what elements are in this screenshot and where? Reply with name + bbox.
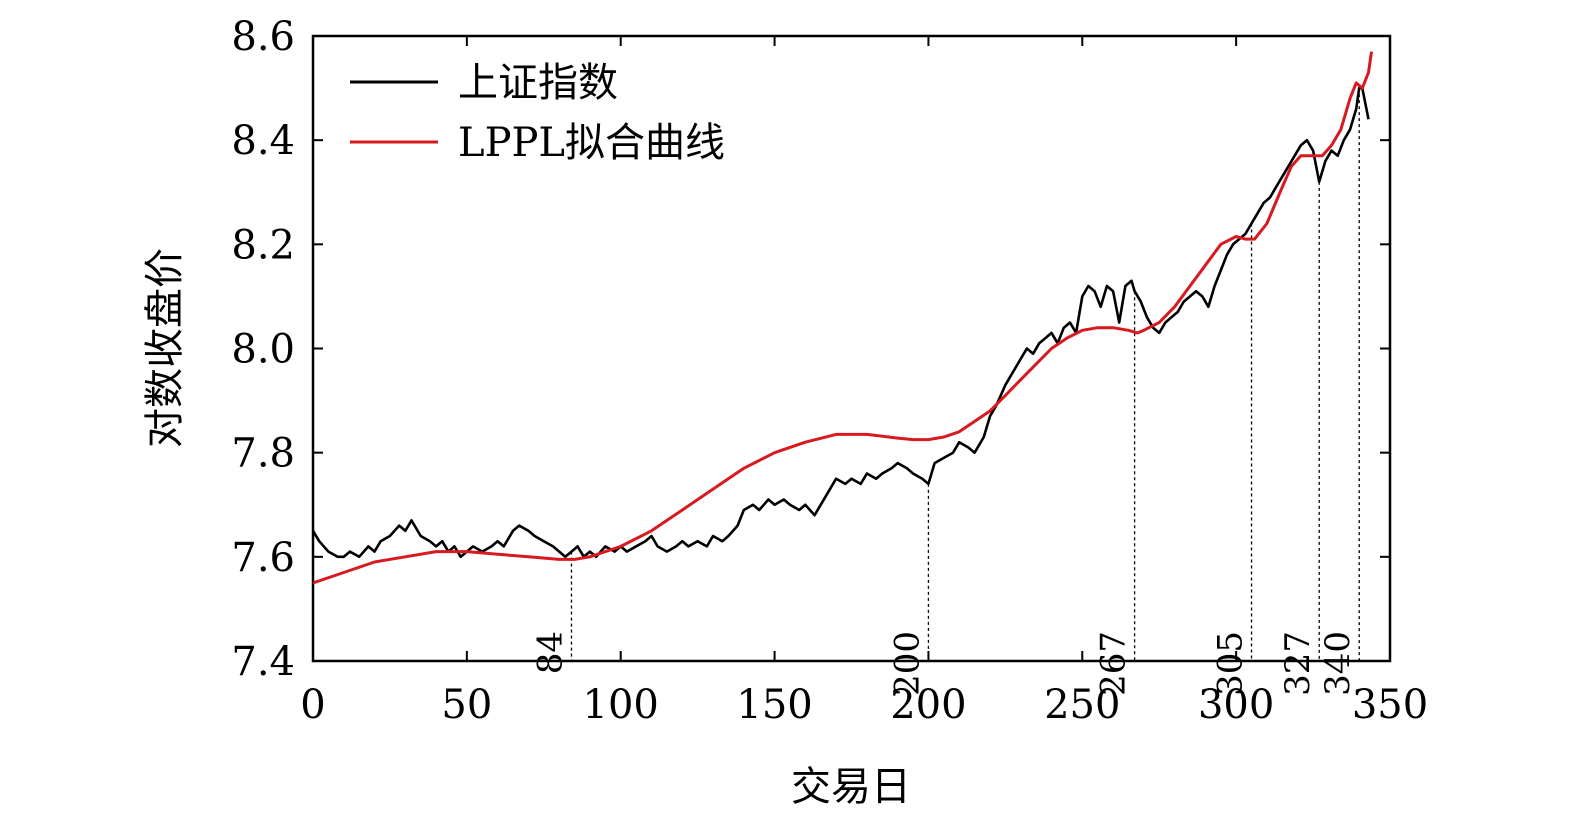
y-tick-label: 7.8 xyxy=(231,431,295,477)
y-tick-label: 7.6 xyxy=(231,535,295,581)
x-tick-label: 50 xyxy=(441,682,492,728)
y-tick-label: 8.2 xyxy=(231,222,295,268)
x-tick-label: 200 xyxy=(890,682,966,728)
x-axis-title: 交易日 xyxy=(791,764,911,810)
y-tick-label: 8.0 xyxy=(231,327,295,373)
marker-label: 200 xyxy=(887,631,927,696)
axis-ticks: 0 50 100 150 200 250 300 350 7.4 7.6 7.8 8.0 8.2 8.4 8… xyxy=(231,14,1428,728)
marker-label: 327 xyxy=(1278,631,1318,696)
x-tick-label: 350 xyxy=(1352,682,1428,728)
y-tick-label: 8.6 xyxy=(231,14,295,60)
legend-label: LPPL拟合曲线 xyxy=(458,120,725,166)
x-tick-label: 300 xyxy=(1198,682,1274,728)
x-tick-label: 0 xyxy=(300,682,325,728)
legend: 上证指数 LPPL拟合曲线 xyxy=(350,60,725,166)
marker-label: 305 xyxy=(1211,631,1251,696)
marker-label: 84 xyxy=(530,631,570,674)
series-line-1 xyxy=(313,51,1373,585)
marker-label: 267 xyxy=(1094,631,1134,696)
reference-markers: 84 200 267 305 327 340 xyxy=(530,88,1360,696)
y-tick-label: 8.4 xyxy=(231,118,295,164)
x-tick-label: 150 xyxy=(736,682,812,728)
y-tick-label: 7.4 xyxy=(231,639,295,685)
x-tick-label: 250 xyxy=(1044,682,1120,728)
y-axis-title: 对数收盘价 xyxy=(142,248,188,448)
x-tick-label: 100 xyxy=(583,682,659,728)
series-lines xyxy=(313,51,1373,585)
series-line-0 xyxy=(313,86,1370,559)
marker-label: 340 xyxy=(1318,631,1358,696)
legend-label: 上证指数 xyxy=(458,60,618,106)
